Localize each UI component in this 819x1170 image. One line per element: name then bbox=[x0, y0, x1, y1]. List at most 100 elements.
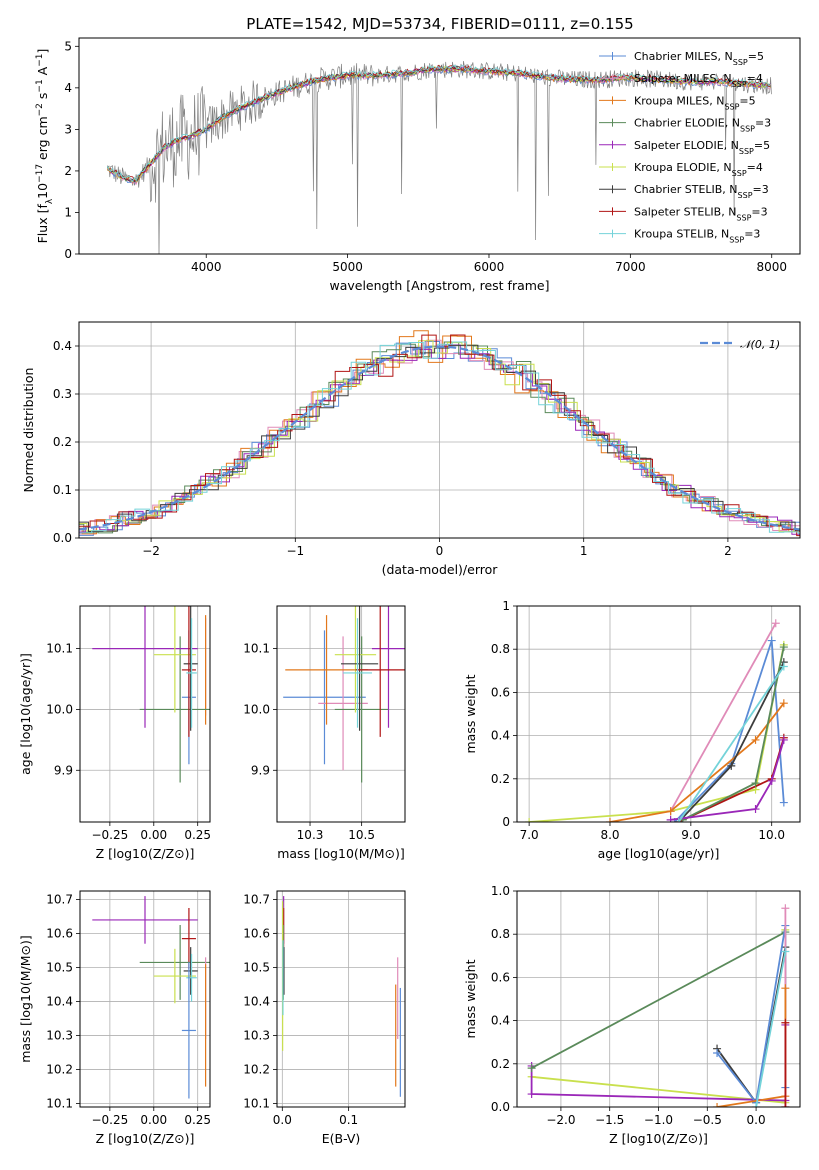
mass-weight-marker bbox=[674, 818, 683, 822]
x-tick-label: 0.00 bbox=[140, 1113, 167, 1127]
mass-weight-line bbox=[529, 644, 785, 822]
y-tick-label: 10.4 bbox=[243, 995, 270, 1009]
y-tick-label: 0.8 bbox=[491, 927, 510, 941]
mass-weight-line bbox=[677, 665, 785, 822]
y-tick-label: 10.6 bbox=[243, 927, 270, 941]
mass-vs-ebv-panel: 0.0 0.1 10.1 10.2 10.3 10.4 10.5 10.6 10.7 E(B-V) bbox=[243, 890, 406, 1146]
x-tick-label: −1.0 bbox=[644, 1113, 673, 1127]
y-tick-label: 1 bbox=[64, 205, 72, 219]
y-tick-label: 10.4 bbox=[46, 995, 73, 1009]
mass-weight-marker bbox=[527, 1090, 536, 1099]
x-tick-label: 2 bbox=[724, 544, 732, 558]
mass-weight-marker bbox=[727, 761, 736, 770]
y-tick-label: 10.7 bbox=[46, 893, 73, 907]
legend-text: Chabrier STELIB, N bbox=[634, 183, 738, 196]
legend-subscript: SSP bbox=[732, 80, 747, 89]
x-tick-label: 0.1 bbox=[339, 1113, 358, 1127]
y-tick-label: 10.5 bbox=[46, 961, 73, 975]
x-tick-label: 10.0 bbox=[758, 828, 785, 842]
legend-subscript: SSP bbox=[736, 213, 751, 222]
mass-weight-marker bbox=[781, 947, 790, 956]
x-tick-label: 7000 bbox=[615, 260, 646, 274]
residual-histogram-step bbox=[79, 344, 800, 535]
mass-weight-vs-age-panel: 7.0 8.0 9.0 10.0 0 0.2 0.4 0.6 0.8 1 age [log10(ag… bbox=[463, 599, 801, 861]
y-tick-label: 0.0 bbox=[53, 531, 72, 545]
x-tick-label: 0.25 bbox=[184, 828, 211, 842]
legend-text: Kroupa STELIB, N bbox=[634, 228, 729, 241]
legend-subscript: SSP bbox=[729, 235, 744, 244]
x-tick-label: 0.25 bbox=[184, 1113, 211, 1127]
mass-weight-line bbox=[670, 739, 785, 821]
x-tick-label: −0.25 bbox=[91, 1113, 128, 1127]
mass-weight-marker bbox=[605, 818, 614, 822]
x-tick-label: −1 bbox=[286, 544, 304, 558]
legend-text: Kroupa MILES, N bbox=[634, 94, 724, 107]
x-tick-label: 10.3 bbox=[297, 828, 324, 842]
legend-subscript: SSP bbox=[739, 146, 754, 155]
mass-weight-marker bbox=[779, 699, 788, 708]
legend-tail: =3 bbox=[753, 183, 769, 196]
y-tick-label: 1.0 bbox=[491, 884, 510, 898]
age-vs-mass-panel: 10.3 10.5 9.9 10.0 10.1 mass [log10(M/M⊙)] bbox=[243, 605, 406, 861]
y-axis-label: Flux [fλ10−17 erg cm−2 s−1 A−1] bbox=[35, 49, 55, 244]
mass-weight-line bbox=[669, 622, 777, 812]
x-axis-label: age [log10(age/yr)] bbox=[598, 846, 720, 861]
mass-weight-line bbox=[531, 931, 786, 1069]
x-axis-label: E(B-V) bbox=[322, 1131, 361, 1146]
y-tick-label: 0 bbox=[64, 247, 72, 261]
y-axis-label: mass weight bbox=[463, 959, 478, 1038]
mass-weight-line bbox=[755, 951, 787, 1107]
spectrum-panel: 4000 5000 6000 7000 8000 0 1 2 3 4 5 wavelength [An… bbox=[35, 37, 801, 293]
mass-weight-line bbox=[678, 737, 785, 822]
legend-tail: =5 bbox=[748, 50, 764, 63]
axes-frame bbox=[276, 890, 406, 1108]
x-axis-label: Z [log10(Z/Z⊙)] bbox=[609, 1131, 708, 1146]
legend-text: Salpeter ELODIE, N bbox=[634, 139, 739, 152]
y-tick-label: 10.1 bbox=[46, 1097, 73, 1111]
x-tick-label: 10.5 bbox=[348, 828, 375, 842]
mass-weight-marker bbox=[525, 818, 534, 822]
plot-area bbox=[527, 904, 790, 1107]
x-tick-label: −0.5 bbox=[693, 1113, 722, 1127]
y-tick-label: 10.2 bbox=[243, 1063, 270, 1077]
mass-weight-marker bbox=[666, 815, 675, 822]
mass-weight-marker bbox=[781, 1103, 790, 1107]
y-tick-label: 0.2 bbox=[53, 435, 72, 449]
legend-tail: =4 bbox=[747, 161, 763, 174]
y-tick-label: 10.1 bbox=[243, 1097, 270, 1111]
x-tick-label: 8.0 bbox=[600, 828, 619, 842]
y-tick-label: 4 bbox=[64, 81, 72, 95]
y-tick-label: 0.4 bbox=[491, 1014, 510, 1028]
y-axis-label: Normed distribution bbox=[21, 368, 36, 493]
y-tick-label: 0.6 bbox=[491, 970, 510, 984]
mass-weight-marker bbox=[767, 636, 776, 645]
y-tick-label: 9.9 bbox=[251, 763, 270, 777]
residual-histogram-step bbox=[79, 334, 800, 537]
mass-vs-metallicity-panel: −0.25 0.00 0.25 10.1 10.2 10.3 10.4 10.5 10.6 10.… bbox=[18, 890, 211, 1146]
x-tick-label: −2.0 bbox=[546, 1113, 575, 1127]
axes-frame bbox=[516, 605, 801, 823]
legend-text: Kroupa ELODIE, N bbox=[634, 161, 732, 174]
axes-frame bbox=[78, 37, 801, 255]
y-tick-label: 0.6 bbox=[491, 685, 510, 699]
mass-weight-marker bbox=[779, 643, 788, 652]
y-tick-label: 5 bbox=[64, 39, 72, 53]
mass-weight-marker bbox=[751, 779, 760, 788]
y-tick-label: 9.9 bbox=[54, 763, 73, 777]
figure-title: PLATE=1542, MJD=53734, FIBERID=0111, z=0… bbox=[246, 15, 633, 33]
y-tick-label: 3 bbox=[64, 122, 72, 136]
legend-subscript: SSP bbox=[724, 102, 739, 111]
legend-entry: Kroupa MILES, NSSP=5 bbox=[634, 94, 756, 111]
y-tick-label: 0.2 bbox=[491, 1057, 510, 1071]
y-tick-label: 1 bbox=[502, 599, 510, 613]
legend-tail: =4 bbox=[747, 72, 763, 85]
mass-weight-marker bbox=[781, 1018, 790, 1027]
y-tick-label: 0 bbox=[502, 815, 510, 829]
x-tick-label: 0.0 bbox=[747, 1113, 766, 1127]
x-tick-label: 9.0 bbox=[681, 828, 700, 842]
mass-weight-marker bbox=[752, 1103, 761, 1107]
x-axis-label: (data-model)/error bbox=[382, 562, 499, 577]
x-tick-label: 7.0 bbox=[520, 828, 539, 842]
y-tick-label: 0.4 bbox=[491, 729, 510, 743]
